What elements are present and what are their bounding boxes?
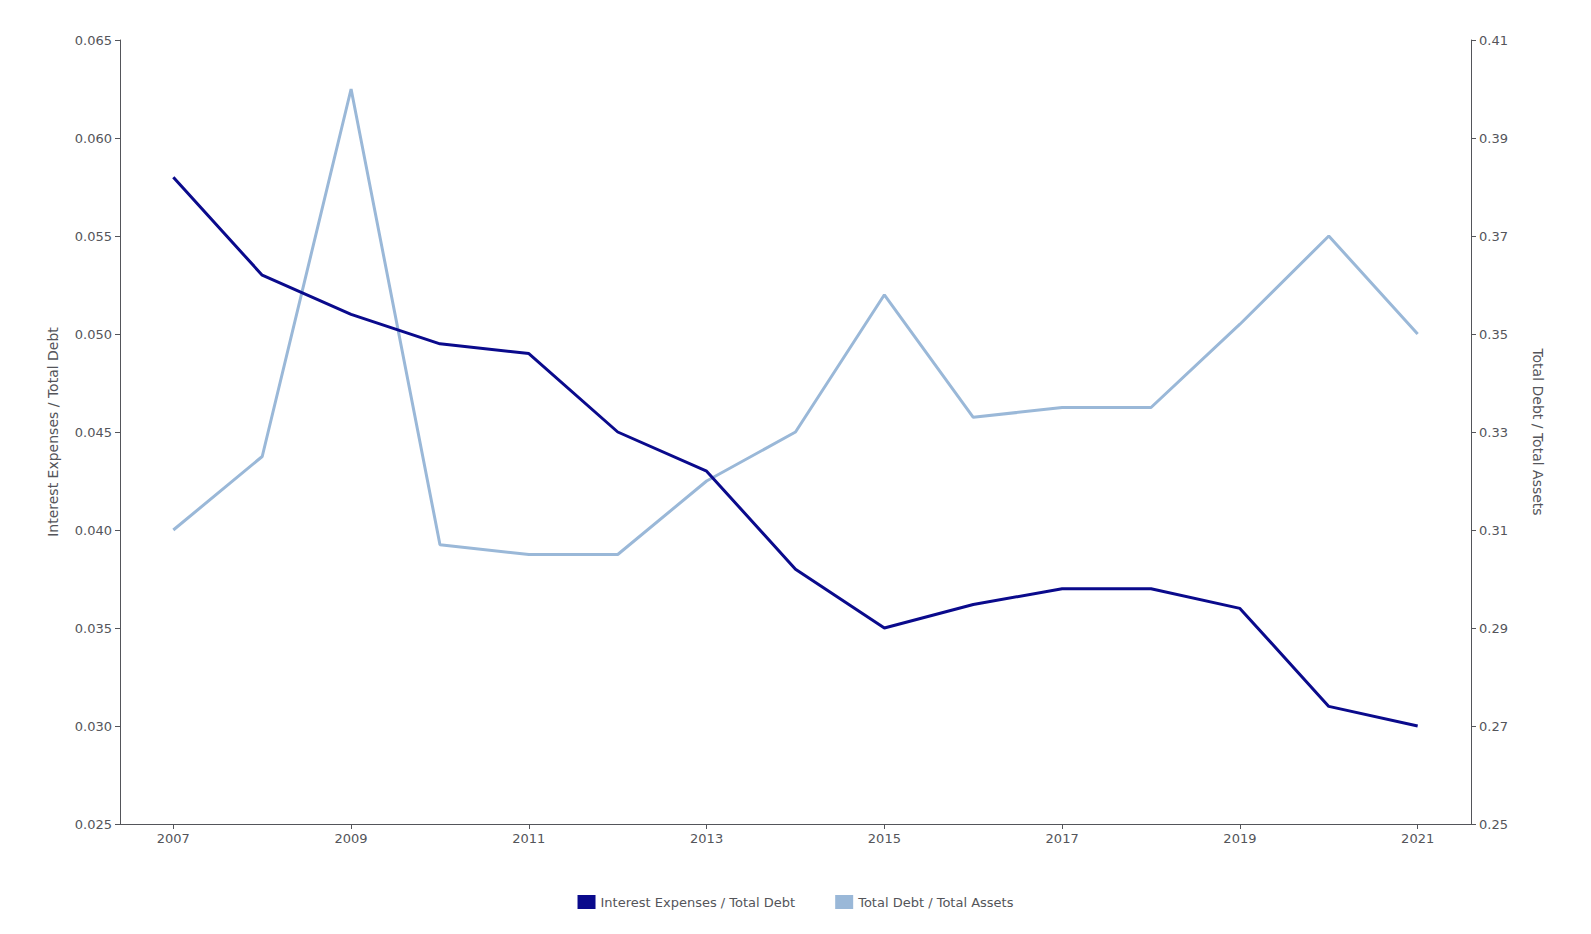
- svg-text:Interest Expenses / Total Debt: Interest Expenses / Total Debt: [45, 327, 61, 537]
- svg-text:0.31: 0.31: [1479, 523, 1508, 538]
- svg-text:0.37: 0.37: [1479, 229, 1508, 244]
- svg-text:Interest Expenses / Total Debt: Interest Expenses / Total Debt: [601, 895, 796, 910]
- svg-text:0.040: 0.040: [75, 523, 112, 538]
- svg-text:2019: 2019: [1223, 831, 1256, 846]
- svg-text:2009: 2009: [335, 831, 368, 846]
- svg-text:2021: 2021: [1401, 831, 1434, 846]
- svg-text:2015: 2015: [868, 831, 901, 846]
- svg-text:0.025: 0.025: [75, 817, 112, 832]
- svg-text:0.41: 0.41: [1479, 33, 1508, 48]
- svg-text:Total Debt / Total Assets: Total Debt / Total Assets: [857, 895, 1014, 910]
- svg-text:0.27: 0.27: [1479, 719, 1508, 734]
- svg-text:0.25: 0.25: [1479, 817, 1508, 832]
- svg-text:0.065: 0.065: [75, 33, 112, 48]
- svg-text:0.29: 0.29: [1479, 621, 1508, 636]
- svg-text:Total Debt / Total Assets: Total Debt / Total Assets: [1530, 347, 1546, 515]
- svg-text:0.060: 0.060: [75, 131, 112, 146]
- svg-text:0.050: 0.050: [75, 327, 112, 342]
- svg-text:0.055: 0.055: [75, 229, 112, 244]
- svg-text:0.39: 0.39: [1479, 131, 1508, 146]
- svg-text:2011: 2011: [512, 831, 545, 846]
- svg-text:2007: 2007: [157, 831, 190, 846]
- svg-text:0.33: 0.33: [1479, 425, 1508, 440]
- svg-text:0.35: 0.35: [1479, 327, 1508, 342]
- svg-text:0.030: 0.030: [75, 719, 112, 734]
- svg-text:0.035: 0.035: [75, 621, 112, 636]
- svg-text:2017: 2017: [1046, 831, 1079, 846]
- svg-text:0.045: 0.045: [75, 425, 112, 440]
- svg-text:2013: 2013: [690, 831, 723, 846]
